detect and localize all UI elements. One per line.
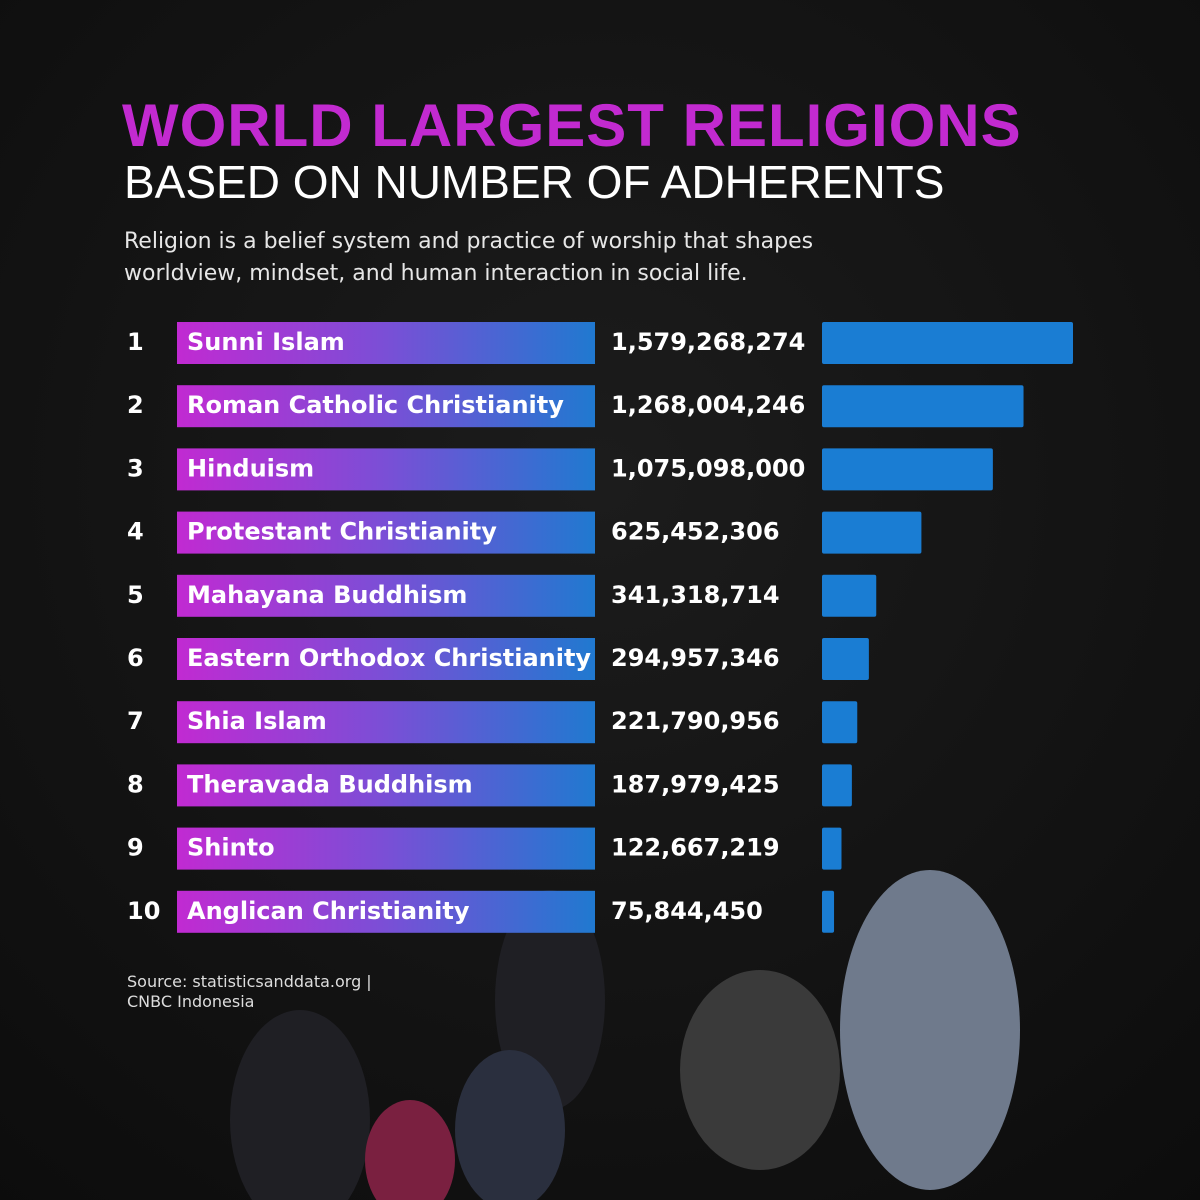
category-label: Hinduism	[187, 454, 314, 482]
label-box	[177, 322, 595, 364]
rank: 3	[127, 454, 144, 482]
rank: 6	[127, 644, 144, 672]
description: worldview, mindset, and human interactio…	[124, 261, 748, 286]
rank: 7	[127, 707, 144, 735]
label-box	[177, 638, 595, 680]
label-box	[177, 385, 595, 428]
rank: 5	[127, 581, 144, 609]
category-label: Shinto	[187, 834, 275, 862]
value-label: 122,667,219	[611, 834, 780, 862]
category-label: Roman Catholic Christianity	[187, 391, 564, 419]
label-box	[177, 764, 595, 807]
category-label: Anglican Christianity	[187, 897, 470, 925]
label-box	[177, 890, 595, 933]
bar	[822, 511, 922, 554]
value-label: 1,268,004,246	[611, 391, 805, 419]
label-box	[177, 511, 595, 554]
chart-subtitle: BASED ON NUMBER OF ADHERENTS	[124, 156, 944, 208]
category-label: Sunni Islam	[187, 328, 345, 356]
bar	[822, 574, 877, 617]
value-label: 75,844,450	[611, 897, 763, 925]
category-label: Theravada Buddhism	[187, 770, 473, 798]
bar	[822, 890, 835, 933]
category-label: Shia Islam	[187, 707, 327, 735]
bar	[822, 827, 842, 870]
source: Source: statisticsanddata.org |	[127, 972, 372, 991]
bar	[822, 638, 869, 680]
bar	[822, 448, 993, 491]
label-box	[177, 827, 595, 870]
rank: 8	[127, 770, 144, 798]
value-label: 341,318,714	[611, 581, 780, 609]
source: CNBC Indonesia	[127, 992, 254, 1011]
chart-title: WORLD LARGEST RELIGIONS	[122, 92, 1022, 159]
category-label: Eastern Orthodox Christianity	[187, 644, 591, 672]
value-label: 221,790,956	[611, 707, 780, 735]
bar	[822, 764, 852, 807]
value-label: 1,075,098,000	[611, 454, 805, 482]
value-label: 1,579,268,274	[611, 328, 805, 356]
rank: 2	[127, 391, 144, 419]
value-label: 625,452,306	[611, 518, 780, 546]
rank: 1	[127, 328, 144, 356]
label-box	[177, 574, 595, 617]
rank: 9	[127, 834, 144, 862]
rank: 10	[127, 897, 160, 925]
category-label: Mahayana Buddhism	[187, 581, 467, 609]
description: Religion is a belief system and practice…	[124, 229, 813, 254]
photo-silhouettes	[230, 870, 1020, 1200]
category-label: Protestant Christianity	[187, 518, 497, 546]
value-label: 187,979,425	[611, 770, 780, 798]
label-box	[177, 701, 595, 744]
bar	[822, 322, 1073, 364]
bar	[822, 385, 1024, 428]
value-label: 294,957,346	[611, 644, 780, 672]
bar	[822, 701, 858, 744]
label-box	[177, 448, 595, 491]
rank: 4	[127, 518, 144, 546]
